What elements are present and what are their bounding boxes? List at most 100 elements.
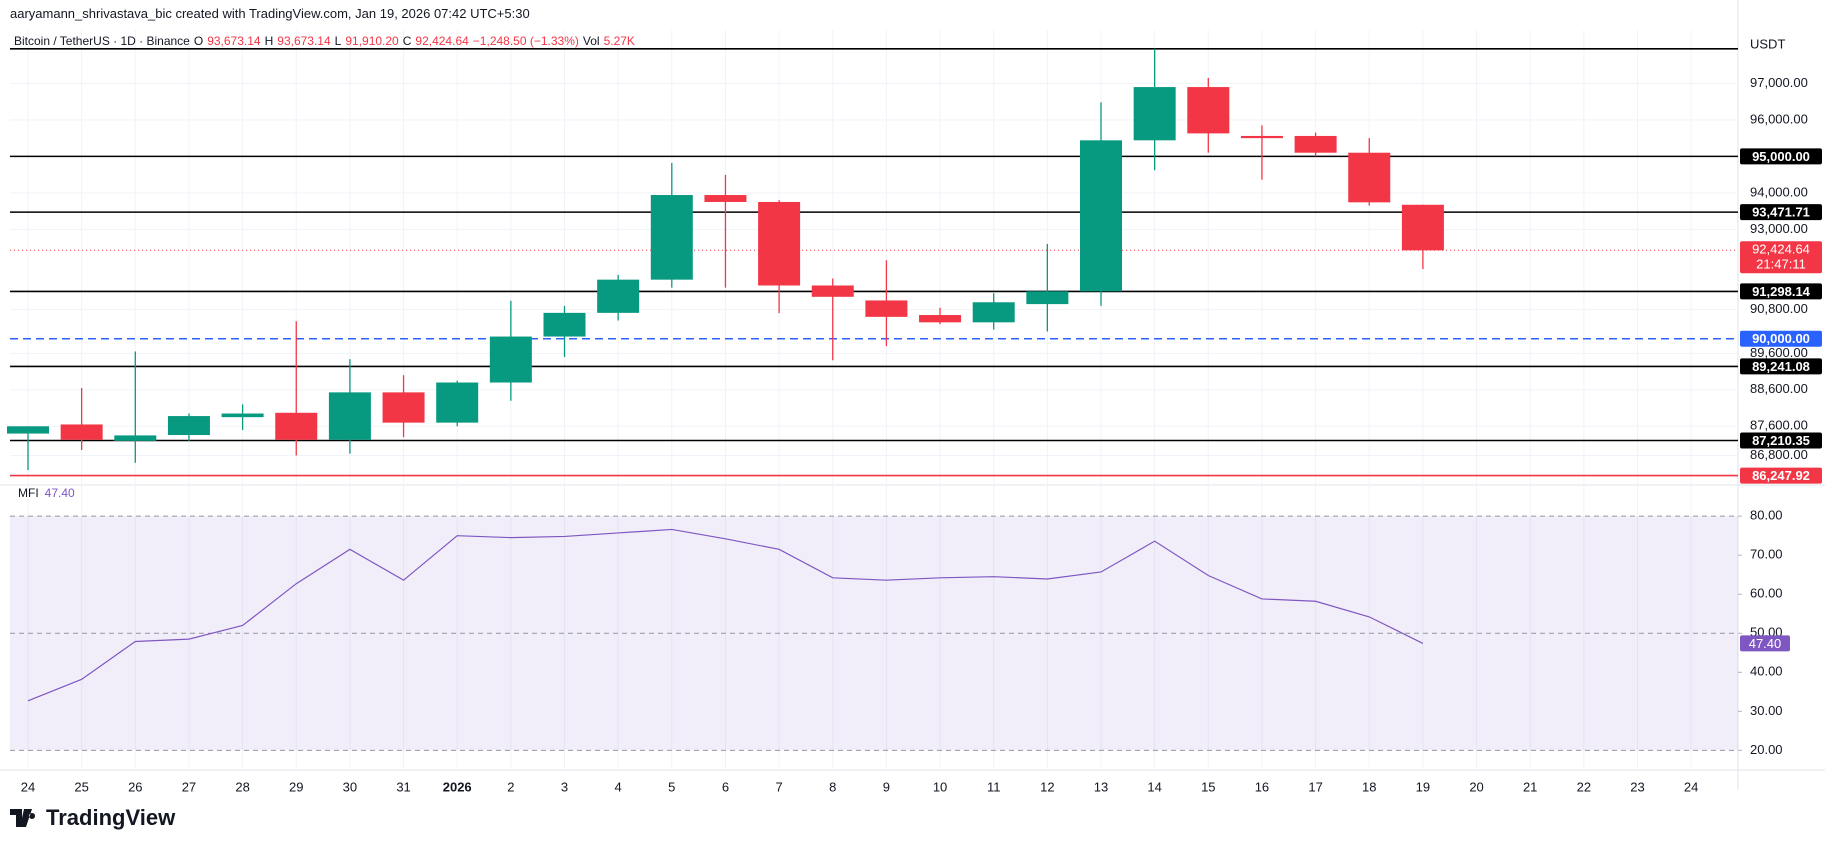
candle-body [328, 392, 371, 440]
candle-body [758, 201, 801, 286]
currency: USDT [1750, 36, 1785, 51]
candle-body [7, 426, 49, 434]
candle-body [275, 412, 318, 440]
candle-body [167, 416, 210, 436]
candle-body [1240, 135, 1283, 139]
brand: TradingView [10, 805, 175, 831]
candle-body [1026, 291, 1069, 305]
x-tick-label: 2026 [443, 779, 472, 794]
legend: Bitcoin / TetherUS · 1D · Binance O 93,67… [14, 34, 635, 48]
candle-body [382, 392, 425, 423]
candle-body [811, 285, 854, 297]
y-tick-label: 88,600.00 [1750, 381, 1808, 396]
candle-body [1133, 87, 1176, 141]
brand-logo [10, 809, 36, 827]
x-tick-label: 24 [1684, 779, 1698, 794]
symbol: Bitcoin / TetherUS · 1D · Binance [14, 34, 190, 48]
candle-body [436, 382, 479, 423]
h-label: H [264, 34, 274, 48]
y-tick-label: 97,000.00 [1750, 75, 1808, 90]
level-label: 89,241.08 [1752, 359, 1810, 374]
mfi-tick-label: 80.00 [1750, 508, 1783, 523]
candle-body [489, 336, 532, 383]
x-tick-label: 8 [829, 779, 836, 794]
x-tick-label: 7 [775, 779, 782, 794]
candle-body [972, 302, 1015, 323]
x-tick-label: 11 [987, 779, 1001, 794]
x-tick-label: 15 [1201, 779, 1215, 794]
y-tick-label: 89,600.00 [1750, 345, 1808, 360]
candle-body [60, 424, 103, 440]
x-tick-label: 16 [1255, 779, 1269, 794]
indicator-value: 47.40 [44, 486, 75, 500]
x-tick-label: 26 [128, 779, 142, 794]
x-tick-label: 10 [933, 779, 947, 794]
y-tick-label: 90,800.00 [1750, 301, 1808, 316]
x-tick-label: 20 [1469, 779, 1483, 794]
y-tick-label: 93,000.00 [1750, 221, 1808, 236]
level-label: 86,247.92 [1752, 468, 1810, 483]
candle-body [597, 279, 640, 313]
mfi-tick-label: 60.00 [1750, 586, 1783, 601]
x-tick-label: 17 [1308, 779, 1322, 794]
h: 93,673.14 [277, 34, 331, 48]
x-tick-label: 27 [182, 779, 196, 794]
candle-body [704, 195, 747, 202]
l-label: L [334, 34, 342, 48]
last-price-label: 92,424.64 [1752, 242, 1810, 257]
x-tick-label: 25 [74, 779, 88, 794]
mfi-tag [1740, 635, 1790, 652]
candle-body [1401, 204, 1444, 251]
y-tick-label: 96,000.00 [1750, 111, 1808, 126]
y-tick-label: 86,800.00 [1750, 447, 1808, 462]
mfi-tick-label: 70.00 [1750, 547, 1783, 562]
x-tick-label: 18 [1362, 779, 1376, 794]
x-tick-label: 19 [1416, 779, 1430, 794]
level-label: 91,298.14 [1752, 284, 1811, 299]
level-label: 87,210.35 [1752, 433, 1810, 448]
mfi-tick-label: 20.00 [1750, 742, 1783, 757]
x-tick-label: 5 [668, 779, 675, 794]
x-tick-label: 23 [1630, 779, 1644, 794]
mfi-tick-label: 30.00 [1750, 703, 1783, 718]
x-tick-label: 30 [343, 779, 357, 794]
c: 92,424.64 [415, 34, 469, 48]
level-label: 90,000.00 [1752, 331, 1810, 346]
indicator-name: MFI [18, 486, 39, 500]
x-tick-label: 3 [561, 779, 568, 794]
x-tick-label: 22 [1577, 779, 1591, 794]
candle-body [543, 312, 586, 337]
candle-body [1294, 135, 1337, 153]
level-tag [1740, 432, 1822, 449]
x-tick-label: 21 [1523, 779, 1537, 794]
vol: 5.27K [603, 34, 635, 48]
mfi-tick-label: 40.00 [1750, 664, 1783, 679]
candle-body [114, 435, 157, 441]
x-tick-label: 13 [1094, 779, 1108, 794]
x-tick-label: 24 [21, 779, 35, 794]
x-tick-label: 4 [615, 779, 622, 794]
mfi-line [27, 528, 1424, 702]
mfi-last-label: 47.40 [1749, 636, 1782, 651]
candle-body [865, 300, 908, 317]
candle-body [1187, 87, 1230, 134]
x-tick-label: 14 [1147, 779, 1161, 794]
x-tick-label: 6 [722, 779, 729, 794]
countdown: 21:47:11 [1756, 257, 1806, 272]
x-tick-label: 2 [507, 779, 514, 794]
level-tag [1740, 358, 1822, 375]
candle-body [919, 315, 962, 323]
l: 91,910.20 [345, 34, 399, 48]
x-tick-label: 29 [289, 779, 303, 794]
level-tag [1740, 204, 1822, 221]
c-label: C [402, 34, 412, 48]
x-tick-label: 31 [396, 779, 410, 794]
level-tag [1740, 283, 1822, 300]
last-price-tag [1740, 241, 1822, 274]
level-label: 93,471.71 [1752, 205, 1810, 220]
o: 93,673.14 [207, 34, 261, 48]
candle-body [1348, 152, 1391, 203]
candle-body [221, 413, 264, 418]
